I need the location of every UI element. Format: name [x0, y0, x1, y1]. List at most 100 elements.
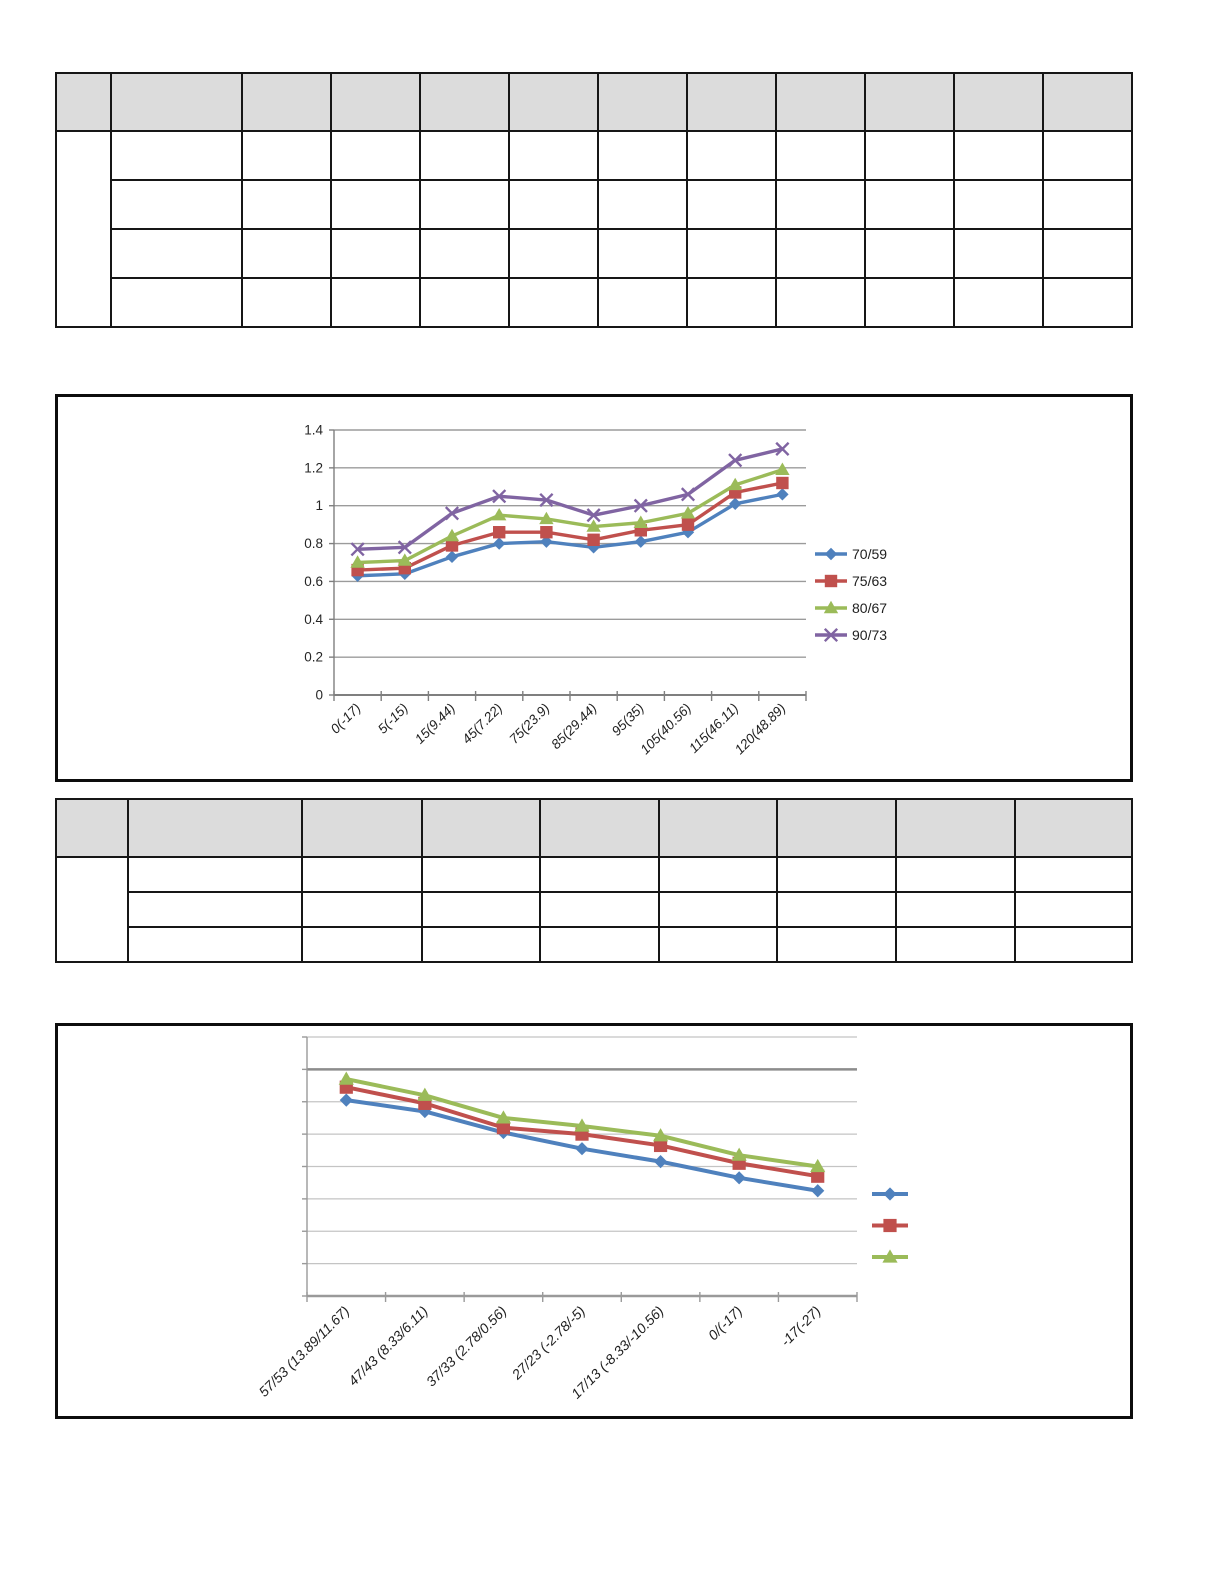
table-cell [864, 130, 955, 181]
table-cell [421, 926, 541, 963]
table-header-cell [55, 72, 112, 132]
legend-label: 70/59 [852, 546, 887, 562]
table-cell [686, 130, 777, 181]
table-cell [241, 228, 332, 279]
data-point-marker [540, 526, 553, 539]
table-cell [127, 856, 303, 893]
table-cell [895, 891, 1016, 928]
table-cell [301, 926, 423, 963]
table-cell [110, 228, 243, 279]
table-cell [508, 228, 599, 279]
table-cell [686, 179, 777, 230]
table-cell [127, 891, 303, 928]
table-cell [864, 228, 955, 279]
table-cell [953, 179, 1044, 230]
x-axis-label: 45(7.22) [459, 701, 505, 747]
data-point-marker [574, 1118, 590, 1132]
x-axis-label: 27/23 (-2.78/-5) [508, 1303, 588, 1383]
table-row [55, 856, 1133, 963]
table-cell [953, 228, 1044, 279]
x-axis-label: 120(48.89) [732, 701, 789, 758]
table-cell [539, 856, 660, 893]
data-point-marker [350, 542, 365, 557]
table-cell [1042, 277, 1133, 328]
data-point-marker [728, 477, 743, 491]
legend-item [872, 1187, 908, 1201]
table-cell [597, 130, 688, 181]
table-header-cell [419, 72, 510, 132]
legend-label: 75/63 [852, 573, 887, 589]
legend-item: 80/67 [815, 600, 887, 616]
table-row-label-cell [55, 856, 129, 963]
table-header-cell [55, 798, 129, 858]
chart-2-container: 57/53 (13.89/11.67) 47/43 (8.33/6.11) 37/3… [55, 1023, 1133, 1419]
data-point-marker [417, 1087, 433, 1101]
data-point-marker [653, 1155, 668, 1169]
table-header-cell [1042, 72, 1133, 132]
data-point-marker [652, 1128, 669, 1142]
data-point-marker [729, 497, 742, 511]
data-point-marker [338, 1071, 354, 1085]
data-point-marker [493, 537, 506, 550]
data-point-marker [633, 515, 648, 528]
table-cell [539, 926, 660, 963]
table-cell [301, 891, 423, 928]
data-point-marker [445, 539, 459, 552]
table-cell [1014, 891, 1133, 928]
table-cell [597, 277, 688, 328]
data-point-marker [444, 528, 460, 542]
data-point-marker [397, 553, 412, 566]
legend-label: 90/73 [852, 627, 887, 643]
table-cell [330, 277, 421, 328]
data-point-marker [539, 492, 554, 508]
data-point-marker [728, 453, 743, 468]
data-point-marker [539, 511, 554, 525]
data-point-marker [653, 1138, 668, 1153]
table-cell [775, 179, 866, 230]
table-header-cell [658, 798, 778, 858]
x-axis-label: 95(35) [609, 701, 647, 739]
table-cell [508, 179, 599, 230]
table-cell [127, 926, 303, 963]
x-axis-label: -17(-27) [777, 1303, 824, 1350]
table-cell [1014, 856, 1133, 893]
declining-temperature-line-chart: 57/53 (13.89/11.67)47/43 (8.33/6.11)37/3… [255, 1036, 908, 1402]
table-cell [241, 277, 332, 328]
y-axis-label: 0.4 [304, 612, 323, 627]
table-header-cell [508, 72, 599, 132]
table-header-cell [953, 72, 1044, 132]
table-header-cell [597, 72, 688, 132]
table-cell [686, 277, 777, 328]
table-cell [1042, 228, 1133, 279]
table-cell [775, 228, 866, 279]
table-cell [419, 277, 510, 328]
table-cell [1014, 926, 1133, 963]
table-cell [110, 277, 243, 328]
data-point-marker [633, 498, 648, 513]
x-axis-label: 0/(-17) [705, 1303, 745, 1343]
data-point-marker [445, 550, 459, 564]
data-point-marker [811, 1184, 825, 1198]
table-header-cell [241, 72, 332, 132]
table-header-cell [776, 798, 897, 858]
data-point-marker [575, 1142, 589, 1156]
upper-table [55, 72, 1133, 328]
x-axis-label: 47/43 (8.33/6.11) [345, 1303, 431, 1389]
legend-label: 80/67 [852, 600, 887, 616]
x-axis-label: 0(-17) [328, 701, 364, 737]
data-point-marker [444, 506, 460, 521]
chart-1-container: 0 0.2 0.4 0.6 0.8 1 1.2 1.4 0(-17) 5(-15) 15(9.44)… [55, 394, 1133, 782]
data-point-marker [775, 441, 790, 456]
data-point-marker [810, 1158, 826, 1173]
table-cell [508, 277, 599, 328]
series-line [355, 481, 785, 572]
table-row [56, 891, 1133, 928]
lower-table [55, 798, 1133, 963]
legend-item [872, 1249, 908, 1263]
table-cell [110, 179, 243, 230]
table-cell [864, 179, 955, 230]
table-row [56, 926, 1133, 963]
table-cell [539, 891, 660, 928]
legend-marker [824, 547, 838, 561]
table-cell [686, 228, 777, 279]
